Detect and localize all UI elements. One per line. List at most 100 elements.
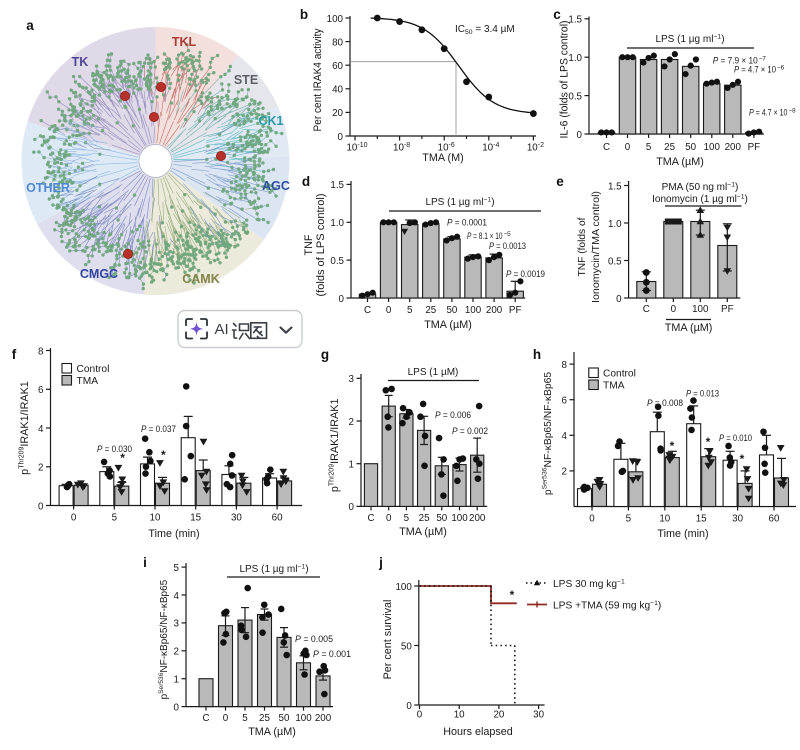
svg-text:0: 0: [38, 501, 44, 512]
svg-text:10: 10: [454, 710, 465, 721]
svg-text:TK: TK: [72, 55, 89, 69]
svg-text:1: 1: [349, 460, 354, 471]
svg-text:0: 0: [71, 513, 77, 524]
svg-text:1.5: 1.5: [568, 15, 582, 26]
svg-text:0: 0: [417, 710, 423, 721]
svg-text:30: 30: [231, 513, 242, 524]
svg-text:200: 200: [486, 305, 503, 316]
svg-text:10-4: 10-4: [482, 142, 499, 154]
svg-text:50: 50: [436, 513, 447, 524]
svg-text:40: 40: [332, 85, 343, 96]
svg-text:a: a: [26, 18, 34, 33]
svg-text:C: C: [364, 305, 371, 316]
svg-text:0: 0: [589, 514, 595, 525]
svg-text:3: 3: [349, 374, 355, 385]
svg-text:OTHER: OTHER: [26, 181, 70, 195]
svg-text:100: 100: [451, 513, 468, 524]
svg-text:C: C: [603, 142, 610, 153]
svg-text:0: 0: [174, 702, 180, 713]
svg-text:50: 50: [401, 641, 412, 652]
svg-text:0: 0: [671, 304, 677, 315]
svg-text:TMA (µM): TMA (µM): [248, 726, 296, 738]
svg-text:pThr209IRAK1/IRAK1: pThr209IRAK1/IRAK1: [329, 398, 342, 492]
svg-text:60: 60: [332, 61, 343, 72]
svg-text:b: b: [300, 7, 308, 22]
svg-text:100: 100: [295, 713, 312, 724]
svg-text:PF: PF: [721, 304, 734, 315]
svg-text:100: 100: [465, 305, 482, 316]
svg-text:1.0: 1.0: [330, 218, 344, 229]
svg-text:P = 0.0013: P = 0.0013: [489, 241, 526, 251]
svg-text:25: 25: [419, 513, 430, 524]
svg-text:0.5: 0.5: [568, 91, 582, 102]
svg-text:5: 5: [646, 142, 652, 153]
svg-text:PF: PF: [748, 142, 761, 153]
svg-text:−5: −5: [504, 231, 512, 238]
svg-text:AGC: AGC: [262, 179, 290, 193]
svg-text:10-2: 10-2: [527, 142, 544, 154]
svg-text:2: 2: [562, 467, 567, 478]
svg-text:Control: Control: [77, 364, 110, 375]
svg-text:Time (min): Time (min): [657, 528, 708, 540]
svg-text:pSer536NF-κBp65/NF-κBp65: pSer536NF-κBp65/NF-κBp65: [542, 372, 554, 495]
svg-text:1.5: 1.5: [608, 181, 622, 192]
svg-text:0.5: 0.5: [608, 256, 622, 267]
svg-text:−8: −8: [789, 107, 797, 114]
svg-text:5: 5: [242, 713, 248, 724]
svg-text:200: 200: [469, 513, 486, 524]
svg-text:TMA: TMA: [603, 381, 625, 392]
svg-text:c: c: [553, 7, 561, 22]
svg-text:CAMK: CAMK: [182, 272, 220, 286]
svg-text:P = 0.010: P = 0.010: [719, 433, 752, 443]
svg-text:P = 0.030: P = 0.030: [97, 444, 132, 454]
svg-text:P = 4.7 × 10: P = 4.7 × 10: [734, 65, 776, 75]
svg-text:P = 0.006: P = 0.006: [435, 410, 471, 420]
svg-text:Ionomycin/TMA control): Ionomycin/TMA control): [591, 191, 602, 303]
svg-text:h: h: [533, 347, 541, 362]
svg-text:10: 10: [659, 514, 670, 525]
svg-text:1.5: 1.5: [330, 180, 344, 191]
svg-text:10: 10: [150, 513, 161, 524]
svg-text:P = 0.008: P = 0.008: [647, 398, 683, 408]
svg-text:IL-6 (folds of LPS control): IL-6 (folds of LPS control): [559, 21, 571, 139]
svg-text:Per cent survival: Per cent survival: [382, 600, 394, 680]
svg-text:Per cent IRAK4 activity: Per cent IRAK4 activity: [312, 28, 324, 132]
svg-text:−6: −6: [777, 64, 785, 71]
svg-text:Time (min): Time (min): [148, 528, 199, 540]
svg-text:AI: AI: [215, 321, 229, 338]
svg-text:0: 0: [386, 513, 392, 524]
svg-text:LPS (1 µg ml−1): LPS (1 µg ml−1): [425, 197, 494, 209]
svg-text:0: 0: [338, 132, 344, 143]
svg-text:TMA (M): TMA (M): [422, 152, 463, 164]
svg-text:0: 0: [223, 713, 229, 724]
svg-text:10-10: 10-10: [346, 142, 367, 154]
svg-text:0: 0: [349, 502, 355, 513]
svg-text:Hours elapsed: Hours elapsed: [443, 726, 513, 738]
svg-text:CK1: CK1: [258, 114, 283, 128]
svg-text:C: C: [643, 304, 650, 315]
svg-text:1: 1: [174, 675, 179, 686]
svg-text:5: 5: [174, 563, 180, 574]
svg-text:100: 100: [704, 142, 721, 153]
svg-text:TMA (µM): TMA (µM): [399, 526, 447, 538]
svg-text:P = 0.0001: P = 0.0001: [447, 218, 487, 228]
svg-text:CMGC: CMGC: [80, 267, 118, 281]
svg-text:4: 4: [174, 591, 180, 602]
svg-text:pSer536NF-κBp65/NF-κBp65: pSer536NF-κBp65/NF-κBp65: [158, 579, 170, 699]
svg-text:*: *: [740, 452, 745, 466]
svg-text:60: 60: [769, 514, 780, 525]
svg-text:0: 0: [616, 294, 622, 305]
svg-text:8: 8: [562, 360, 568, 371]
svg-text:100: 100: [395, 582, 412, 593]
svg-text:6: 6: [38, 385, 44, 396]
svg-text:P = 0.013: P = 0.013: [686, 389, 719, 399]
svg-text:P = 8.1 × 10: P = 8.1 × 10: [467, 231, 503, 241]
svg-text:P = 0.002: P = 0.002: [452, 426, 488, 436]
svg-text:LPS 30 mg kg−1: LPS 30 mg kg−1: [553, 579, 625, 591]
svg-text:25: 25: [425, 305, 436, 316]
svg-text:LPS (1 µg ml−1): LPS (1 µg ml−1): [655, 34, 724, 46]
svg-text:PF: PF: [509, 305, 522, 316]
svg-text:5: 5: [407, 305, 413, 316]
svg-text:*: *: [510, 588, 515, 602]
svg-text:25: 25: [259, 713, 270, 724]
